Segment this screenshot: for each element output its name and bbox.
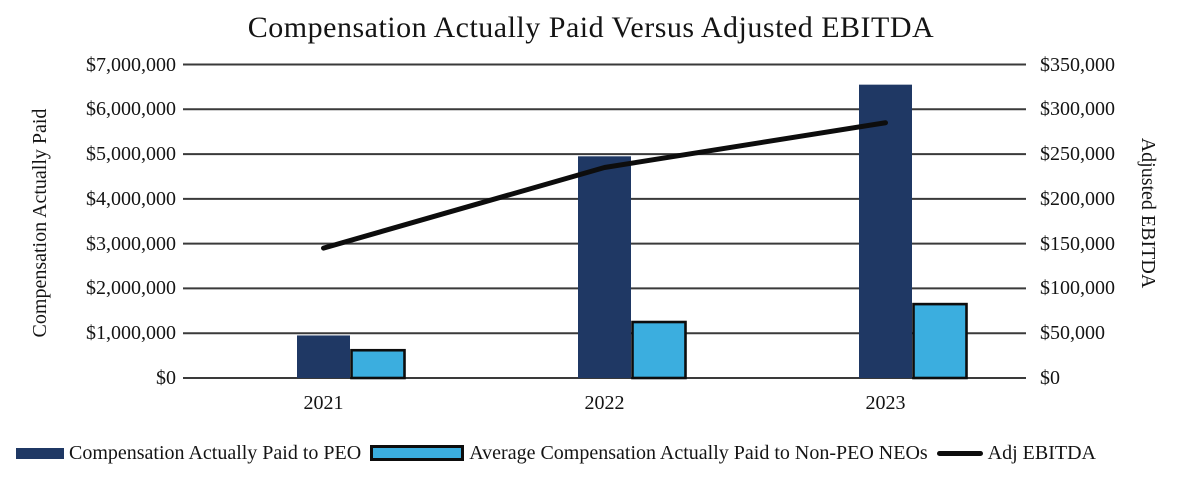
legend-item-peo: Compensation Actually Paid to PEO	[16, 442, 361, 465]
left-axis-tick-label: $5,000,000	[86, 143, 176, 166]
right-axis-tick-label: $150,000	[1040, 232, 1115, 255]
bar-non-peo-2021	[350, 348, 406, 380]
left-axis-tick-label: $7,000,000	[86, 53, 176, 76]
bar-peo-2021	[297, 335, 350, 378]
legend-label-adj-ebitda: Adj EBITDA	[987, 441, 1096, 464]
right-axis-tick-label: $250,000	[1040, 143, 1115, 166]
legend-swatch-non-peo-bar	[370, 445, 465, 461]
x-axis-tick-label: 2021	[303, 392, 344, 414]
chart-title: Compensation Actually Paid Versus Adjust…	[247, 11, 935, 44]
right-axis-tick-label: $300,000	[1040, 98, 1115, 121]
right-axis-tick-label: $200,000	[1040, 187, 1115, 210]
x-axis-tick-label: 2023	[865, 392, 906, 414]
legend: Compensation Actually Paid to PEO Averag…	[0, 437, 1182, 469]
right-axis-tick-label: $350,000	[1040, 53, 1115, 76]
left-axis-tick-label: $2,000,000	[86, 277, 176, 300]
left-axis-tick-label: $0	[156, 367, 176, 389]
legend-item-adj-ebitda: Adj EBITDA	[936, 441, 1096, 465]
x-axis-tick-label: 2022	[584, 392, 625, 414]
right-axis-tick-label: $100,000	[1040, 277, 1115, 300]
right-axis-tick-label: $0	[1040, 367, 1060, 389]
legend-label-peo: Compensation Actually Paid to PEO	[69, 441, 362, 464]
line-adj-ebitda	[321, 120, 888, 251]
left-axis-tick-label: $4,000,000	[86, 187, 176, 210]
legend-label-non-peo: Average Compensation Actually Paid to No…	[469, 441, 928, 464]
bar-non-peo-2023	[912, 302, 968, 380]
bar-non-peo-2022	[631, 320, 687, 380]
bar-peo-2023	[859, 84, 912, 379]
left-axis-tick-label: $6,000,000	[86, 98, 176, 121]
bar-peo-2022	[578, 156, 631, 378]
left-axis-tick-label: $3,000,000	[86, 232, 176, 255]
legend-swatch-peo-bar	[16, 447, 64, 459]
legend-item-non-peo: Average Compensation Actually Paid to No…	[370, 441, 928, 465]
legend-swatch-adj-ebitda-line	[936, 450, 983, 456]
left-axis-tick-label: $1,000,000	[86, 322, 176, 345]
right-axis-tick-label: $50,000	[1040, 322, 1105, 345]
